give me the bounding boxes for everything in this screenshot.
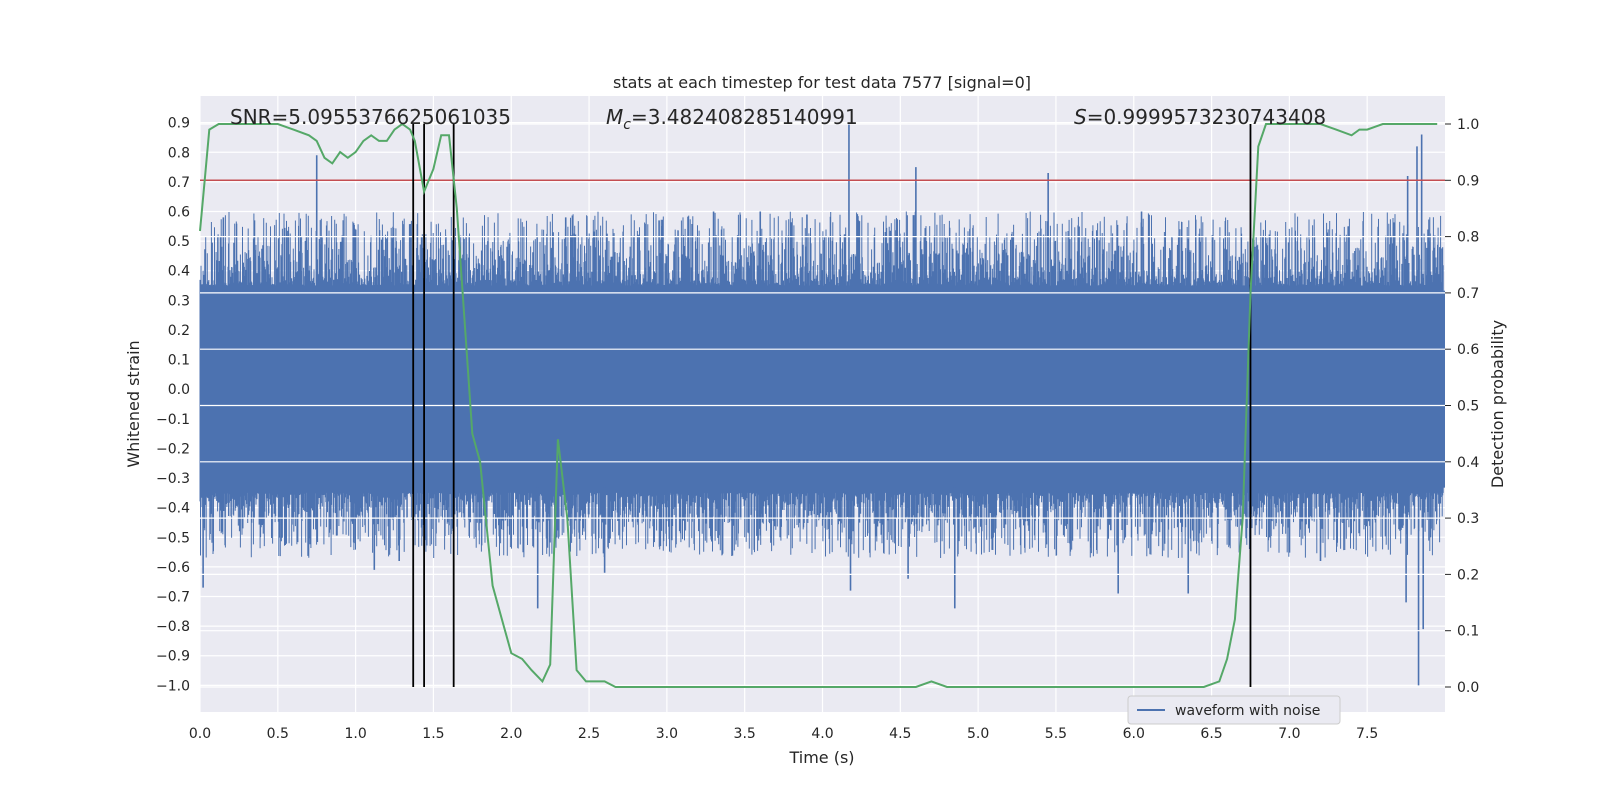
chart-title: stats at each timestep for test data 757… xyxy=(613,73,1031,92)
x-tick-label: 0.5 xyxy=(267,726,289,742)
y-left-tick-label: −1.0 xyxy=(156,678,190,694)
y-left-tick-label: −0.1 xyxy=(156,412,190,428)
y-right-tick-label: 0.0 xyxy=(1457,680,1479,696)
y-right-tick-label: 0.3 xyxy=(1457,511,1479,527)
x-axis-label: Time (s) xyxy=(788,748,854,767)
chirp-mass-annotation: Mc=3.482408285140991 xyxy=(606,105,858,133)
axis-ticks: 0.0 0.5 1.0 1.5 2.0 2.5 3.0 3.5 4.0 4.5 5.0 5.5 6.0 6… xyxy=(156,116,1479,742)
y-left-tick-label: 0.6 xyxy=(168,205,190,221)
y-left-tick-label: −0.9 xyxy=(156,649,190,665)
legend: waveform with noise xyxy=(1127,695,1341,725)
legend-entry: waveform with noise xyxy=(1175,703,1320,719)
y-right-tick-label: 1.0 xyxy=(1457,117,1479,133)
y-left-tick-label: 0.7 xyxy=(168,175,190,191)
y-right-tick-label: 0.8 xyxy=(1457,230,1479,246)
y-left-tick-label: 0.9 xyxy=(168,116,190,132)
y-left-tick-label: 0.0 xyxy=(168,382,190,398)
legend-box xyxy=(1127,695,1341,725)
chirp-mass-value: =3.482408285140991 xyxy=(631,105,858,129)
x-tick-label: 1.5 xyxy=(422,726,444,742)
y-left-tick-label: −0.3 xyxy=(156,471,190,487)
y-left-tick-label: 0.4 xyxy=(168,264,190,280)
snr-annotation: SNR=5.0955376625061035 xyxy=(230,105,511,129)
y-axis-label-left: Whitened strain xyxy=(124,340,143,467)
y-right-tick-label: 0.4 xyxy=(1457,455,1479,471)
y-left-tick-label: −0.4 xyxy=(156,501,190,517)
y-left-tick-label: 0.5 xyxy=(168,234,190,250)
x-tick-label: 3.5 xyxy=(734,726,756,742)
y-left-tick-label: −0.6 xyxy=(156,560,190,576)
statistic-annotation: S=0.9999573230743408 xyxy=(1074,105,1326,129)
x-tick-label: 6.0 xyxy=(1123,726,1145,742)
x-tick-label: 5.0 xyxy=(967,726,989,742)
x-tick-label: 4.0 xyxy=(811,726,833,742)
y-right-tick-label: 0.6 xyxy=(1457,342,1479,358)
y-left-tick-label: 0.8 xyxy=(168,145,190,161)
chirp-mass-symbol: M xyxy=(606,105,623,129)
x-tick-label: 7.0 xyxy=(1278,726,1300,742)
x-tick-label: 0.0 xyxy=(189,726,211,742)
x-tick-label: 6.5 xyxy=(1200,726,1222,742)
x-tick-label: 1.0 xyxy=(344,726,366,742)
chirp-mass-subscript: c xyxy=(623,117,631,133)
statistic-value: =0.9999573230743408 xyxy=(1087,105,1326,129)
vertical-markers xyxy=(412,124,1252,687)
waveform-series xyxy=(199,122,1445,686)
x-tick-label: 3.0 xyxy=(656,726,678,742)
y-left-tick-label: −0.2 xyxy=(156,441,190,457)
y-right-tick-label: 0.9 xyxy=(1457,173,1479,189)
y-left-tick-label: 0.3 xyxy=(168,293,190,309)
y-left-tick-label: −0.7 xyxy=(156,590,190,606)
waveform-core xyxy=(200,290,1445,488)
x-tick-label: 4.5 xyxy=(889,726,911,742)
probability-series xyxy=(199,122,1438,688)
y-right-tick-label: 0.7 xyxy=(1457,286,1479,302)
x-tick-label: 2.0 xyxy=(500,726,522,742)
y-left-tick-label: −0.5 xyxy=(156,530,190,546)
statistic-symbol: S xyxy=(1074,105,1087,129)
probability-line xyxy=(199,122,1438,688)
x-tick-label: 2.5 xyxy=(578,726,600,742)
y-left-tick-label: −0.8 xyxy=(156,619,190,635)
x-tick-label: 5.5 xyxy=(1045,726,1067,742)
y-left-tick-label: 0.2 xyxy=(168,323,190,339)
y-axis-label-right: Detection probability xyxy=(1488,320,1507,488)
y-right-tick-label: 0.2 xyxy=(1457,567,1479,583)
y-right-tick-label: 0.1 xyxy=(1457,624,1479,640)
x-tick-label: 7.5 xyxy=(1356,726,1378,742)
y-left-tick-label: 0.1 xyxy=(168,353,190,369)
y-right-tick-label: 0.5 xyxy=(1457,399,1479,415)
